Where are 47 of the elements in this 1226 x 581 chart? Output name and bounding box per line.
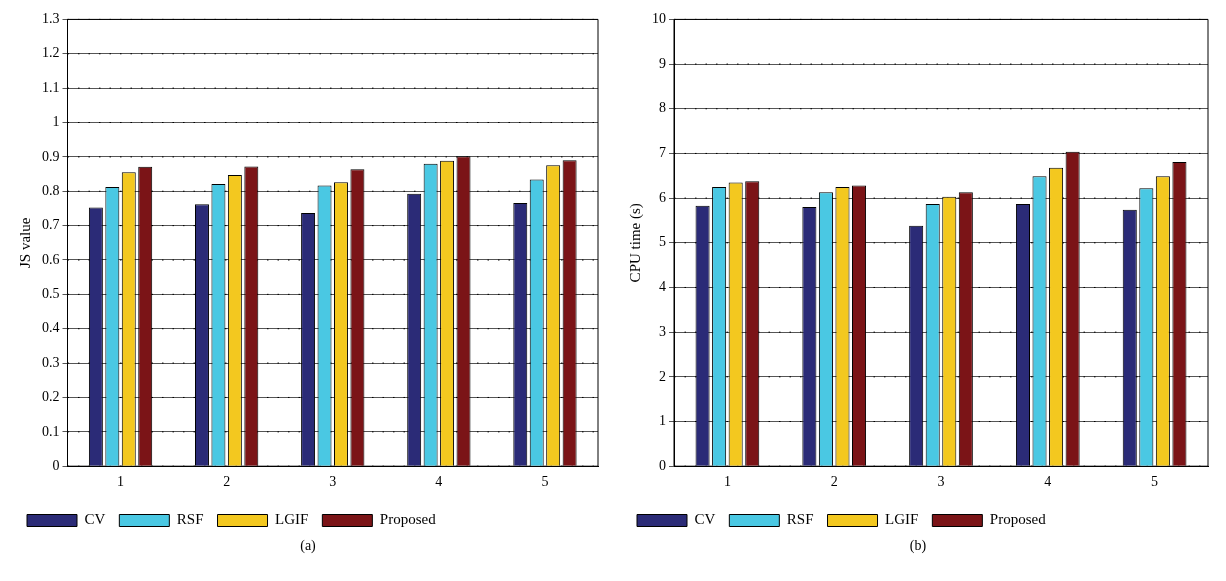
y-tick-label: 1.1 — [42, 79, 60, 95]
y-tick-label: 0 — [659, 457, 666, 473]
y-tick-label: 0.7 — [42, 217, 60, 233]
y-tick-label: 1 — [52, 114, 60, 130]
x-tick-label: 1 — [117, 474, 125, 490]
y-tick-label: 0.8 — [42, 182, 60, 198]
x-tick-label: 3 — [937, 474, 945, 490]
x-tick-label: 1 — [723, 474, 731, 490]
x-tick-label: 5 — [1151, 474, 1159, 490]
y-tick-label: 4 — [659, 279, 666, 295]
y-axis-title: JS value — [16, 217, 33, 269]
y-tick-label: 1 — [659, 413, 666, 429]
y-tick-label: 8 — [659, 100, 666, 116]
y-tick-label: 0.6 — [42, 251, 60, 267]
text: (b) — [908, 538, 928, 554]
x-tick-label: 2 — [223, 474, 231, 490]
x-tick-label: 4 — [435, 474, 443, 490]
y-tick-label: 2 — [659, 368, 666, 384]
legend-label: RSF — [786, 511, 814, 528]
y-tick-label: 10 — [652, 11, 666, 27]
legend-label: RSF — [176, 511, 204, 528]
y-tick-label: 0.4 — [42, 320, 60, 336]
legend-label: Proposed — [379, 511, 437, 528]
y-axis-title: CPU time (s) — [626, 203, 644, 283]
y-tick-label: 0.9 — [42, 148, 60, 164]
legend-label: CV — [84, 511, 106, 528]
x-tick-label: 4 — [1044, 474, 1052, 490]
text: (a) — [299, 538, 317, 554]
y-tick-label: 3 — [659, 323, 666, 339]
x-tick-label: 2 — [830, 474, 838, 490]
y-tick-label: 1.2 — [42, 45, 60, 61]
y-tick-label: 1.3 — [42, 11, 60, 27]
y-tick-label: 0.3 — [42, 354, 60, 370]
legend-label: CV — [694, 511, 716, 528]
legend-label: LGIF — [885, 511, 919, 528]
y-tick-label: 0 — [52, 457, 60, 473]
y-tick-label: 7 — [659, 145, 666, 161]
y-tick-label: 6 — [659, 189, 666, 205]
legend-label: Proposed — [989, 511, 1047, 528]
y-tick-label: 0.5 — [42, 286, 60, 302]
y-tick-label: 0.1 — [42, 423, 60, 439]
y-tick-label: 9 — [659, 55, 666, 71]
x-tick-label: 5 — [541, 474, 549, 490]
y-tick-label: 0.2 — [42, 389, 60, 405]
legend-label: LGIF — [275, 511, 309, 528]
x-tick-label: 3 — [329, 474, 337, 490]
y-tick-label: 5 — [659, 234, 666, 250]
